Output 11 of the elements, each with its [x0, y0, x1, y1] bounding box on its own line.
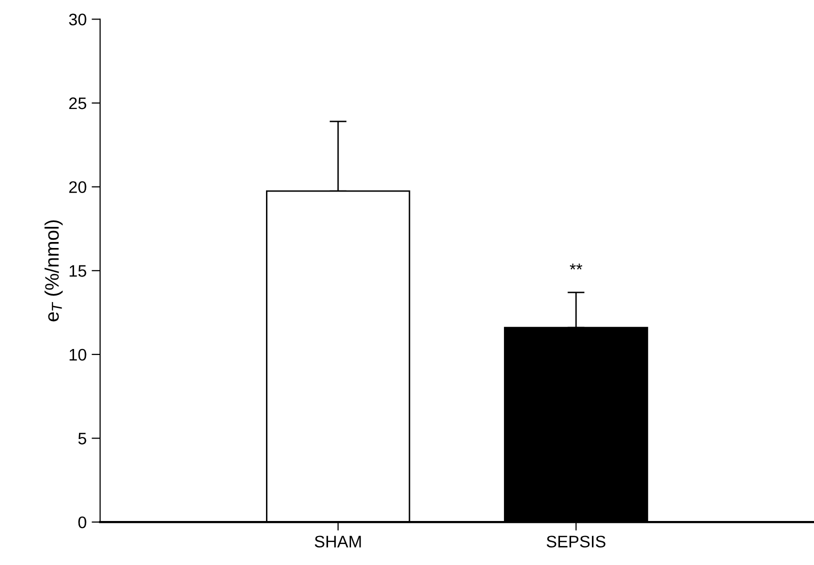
- annotation: **: [570, 264, 582, 270]
- x-tick-label: SEPSIS: [546, 536, 606, 548]
- y-tick-label: 0: [78, 516, 86, 528]
- x-tick-label: SHAM: [314, 536, 361, 548]
- y-tick-label: 30: [69, 14, 86, 26]
- y-tick-label: 20: [69, 181, 86, 194]
- y-tick-label: 5: [78, 432, 86, 444]
- y-axis-title: e$_{T}$ (%/nmol): [44, 220, 63, 322]
- y-tick-label: 25: [69, 97, 86, 110]
- y-tick-label: 10: [70, 348, 86, 361]
- y-tick-label: 15: [70, 265, 86, 277]
